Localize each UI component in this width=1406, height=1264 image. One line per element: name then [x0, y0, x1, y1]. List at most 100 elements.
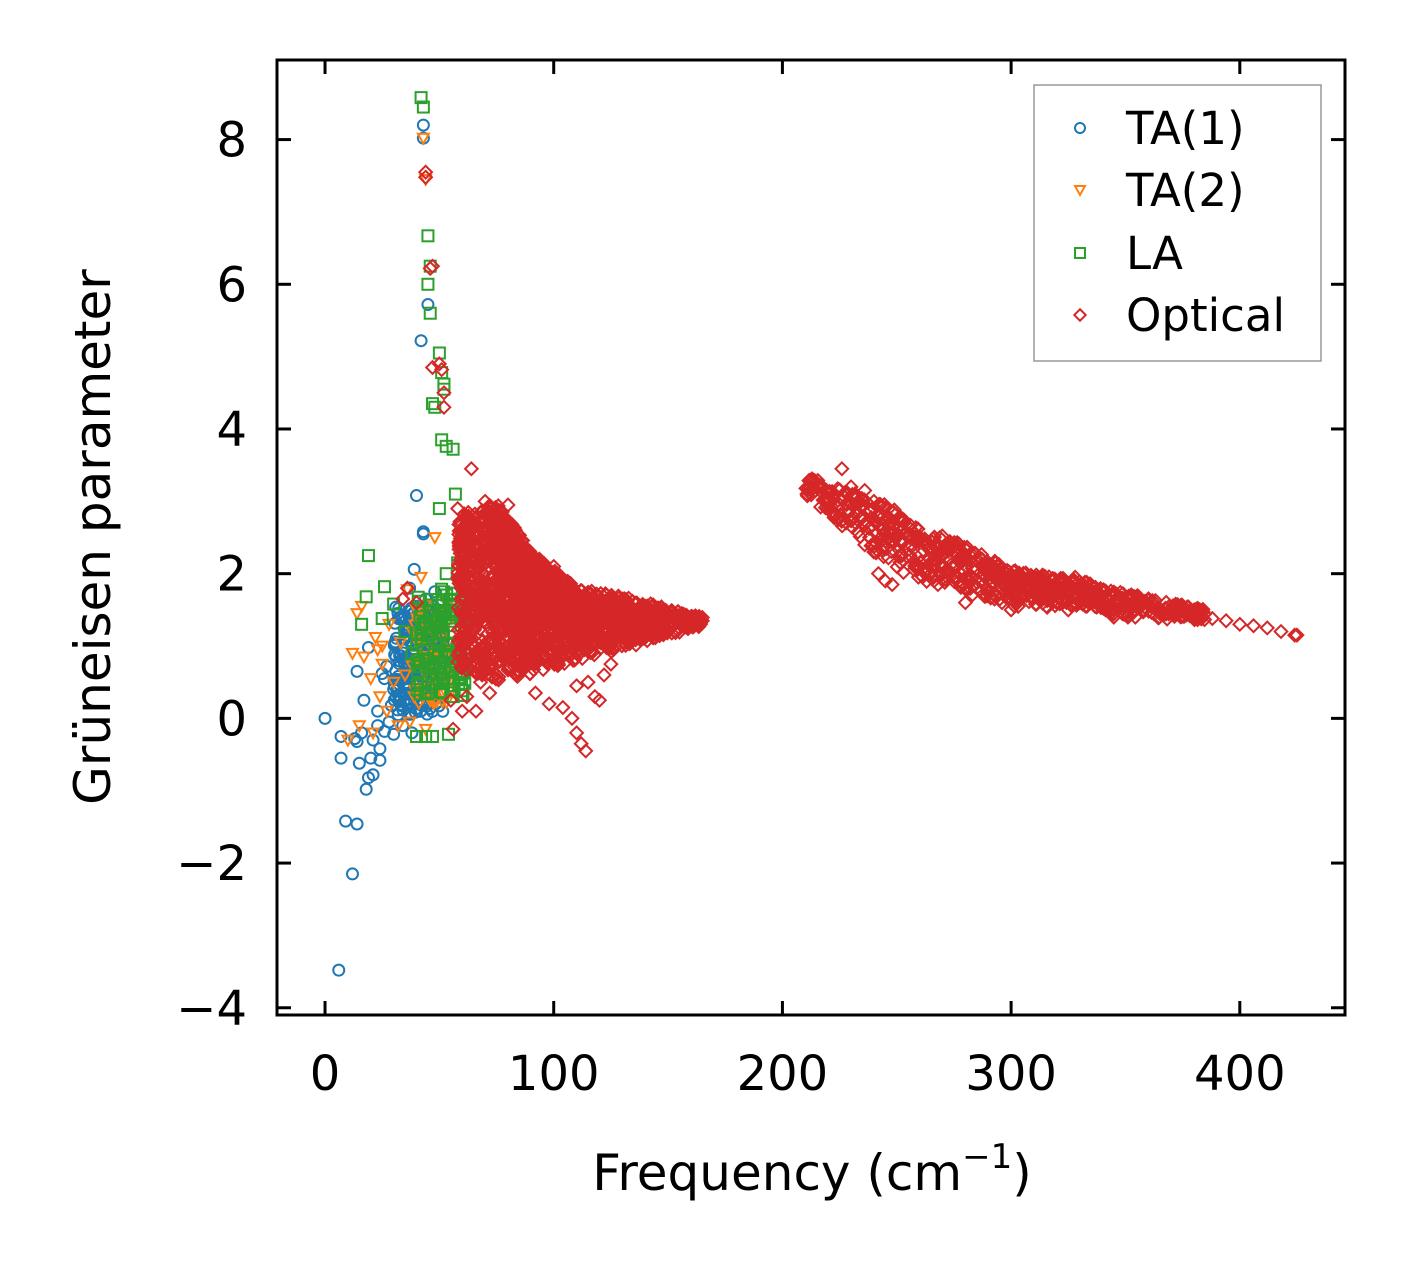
data-point-optical [980, 558, 996, 575]
data-point-la [430, 668, 444, 682]
data-point-optical [511, 663, 528, 680]
data-point-optical [475, 545, 491, 561]
x-tick-label: 200 [737, 1046, 829, 1102]
series-ta-1- [318, 118, 451, 977]
data-point-optical [1286, 627, 1303, 643]
data-point-optical [478, 521, 494, 538]
data-point-optical [494, 534, 511, 551]
data-point-optical [490, 614, 506, 630]
data-point-optical [417, 164, 434, 180]
data-point-optical [873, 529, 889, 546]
data-point-optical [1067, 569, 1083, 586]
data-point-optical [599, 600, 616, 616]
data-point-optical [1018, 565, 1034, 581]
data-point-ta1 [350, 664, 364, 678]
y-tick-label: 0 [216, 691, 247, 747]
data-point-ta1 [345, 867, 359, 881]
data-point-optical [1169, 596, 1186, 613]
data-point-la [437, 585, 451, 599]
data-point-optical [893, 511, 910, 528]
data-point-optical [498, 523, 514, 539]
data-point-optical [548, 649, 564, 666]
data-point-la [448, 487, 462, 501]
data-point-ta2 [427, 532, 442, 546]
data-point-la [421, 229, 435, 243]
data-point-la [418, 657, 432, 671]
data-point-optical [540, 613, 556, 629]
data-point-la [426, 729, 440, 743]
data-point-optical [826, 509, 843, 525]
data-point-optical [545, 598, 561, 614]
data-point-optical [509, 536, 525, 553]
data-point-optical [1106, 605, 1122, 622]
data-point-optical [580, 674, 596, 690]
data-point-optical [569, 608, 585, 625]
x-axis-label-superscript: −1 [962, 1137, 1012, 1177]
data-point-optical [600, 628, 616, 645]
data-point-ta2 [416, 132, 431, 146]
data-point-optical [690, 614, 706, 630]
data-point-ta1 [416, 118, 430, 132]
data-point-optical [529, 654, 545, 671]
data-point-optical [902, 536, 919, 553]
data-point-optical [463, 461, 480, 477]
data-point-la [419, 618, 433, 632]
data-point-optical [668, 610, 684, 627]
data-point-optical [468, 703, 484, 719]
data-point-optical [489, 550, 506, 567]
data-point-ta2 [368, 631, 383, 645]
data-point-optical [499, 599, 516, 615]
data-point-optical [980, 584, 996, 600]
data-point-optical [455, 556, 471, 573]
data-point-ta1 [357, 693, 371, 707]
data-point-optical [507, 640, 523, 657]
data-point-optical [445, 721, 461, 737]
y-tick-label: 4 [216, 402, 247, 458]
data-point-optical [877, 573, 894, 589]
data-point-optical [424, 258, 441, 274]
data-point-optical [1120, 607, 1136, 623]
data-point-optical [472, 610, 489, 626]
data-point-optical [454, 703, 470, 719]
data-point-optical [536, 565, 553, 582]
data-point-optical [1168, 605, 1184, 622]
data-point-optical [845, 487, 861, 504]
data-point-optical [857, 482, 873, 499]
data-point-optical [802, 473, 818, 490]
data-point-optical [864, 517, 880, 533]
data-point-optical [907, 526, 923, 542]
legend-marker-optical [1072, 307, 1088, 323]
data-point-optical [500, 497, 516, 513]
data-point-ta1 [334, 751, 348, 765]
data-point-optical [580, 584, 596, 601]
data-point-optical [1014, 573, 1031, 589]
data-point-optical [582, 599, 598, 615]
x-tick-label: 100 [508, 1046, 600, 1102]
data-point-optical [672, 609, 689, 625]
data-point-optical [1054, 573, 1070, 590]
data-point-optical [591, 609, 608, 625]
data-point-optical [555, 699, 571, 716]
data-point-optical [655, 618, 672, 634]
data-point-optical [546, 583, 563, 600]
data-point-optical [458, 580, 474, 596]
data-point-optical [527, 685, 544, 701]
data-point-optical [1095, 582, 1112, 598]
data-point-optical [1003, 569, 1019, 586]
data-point-optical [1289, 627, 1305, 643]
data-point-la [398, 625, 412, 639]
data-point-optical [460, 508, 477, 524]
data-point-optical [891, 542, 907, 558]
data-point-ta2 [345, 647, 360, 661]
data-point-ta2 [356, 651, 372, 665]
data-point-optical [850, 524, 866, 540]
data-point-ta2 [372, 691, 388, 705]
data-point-optical [639, 632, 655, 649]
data-point-optical [866, 493, 882, 510]
data-point-optical [894, 547, 911, 563]
data-point-optical [491, 639, 507, 656]
data-point-optical [525, 575, 542, 592]
data-point-optical [568, 678, 585, 694]
data-point-optical [541, 598, 557, 614]
